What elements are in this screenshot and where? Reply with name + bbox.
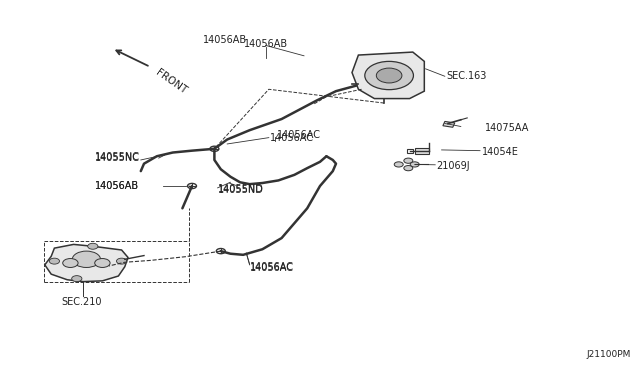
Circle shape	[72, 251, 100, 267]
Polygon shape	[352, 52, 424, 99]
Text: 14056AB: 14056AB	[95, 181, 139, 191]
Text: SEC.210: SEC.210	[61, 297, 102, 307]
Text: 14055NC: 14055NC	[95, 154, 140, 163]
Text: 14056AC: 14056AC	[270, 133, 314, 142]
Text: 14055ND: 14055ND	[218, 184, 264, 193]
Text: 14056AB: 14056AB	[244, 39, 287, 49]
Text: 21069J: 21069J	[436, 161, 470, 171]
Text: FRONT: FRONT	[154, 68, 188, 96]
Text: 14075AA: 14075AA	[485, 123, 529, 132]
Bar	[415, 148, 429, 154]
Circle shape	[404, 166, 413, 171]
Circle shape	[72, 276, 82, 282]
Text: 14056AB: 14056AB	[95, 181, 139, 191]
Polygon shape	[45, 244, 128, 282]
Circle shape	[63, 259, 78, 267]
Circle shape	[376, 68, 402, 83]
Circle shape	[116, 258, 127, 264]
Circle shape	[365, 61, 413, 90]
Text: SEC.163: SEC.163	[446, 71, 486, 81]
Text: 14056AC: 14056AC	[250, 262, 294, 272]
Bar	[407, 149, 413, 153]
Text: 14054E: 14054E	[482, 147, 519, 157]
Circle shape	[410, 162, 419, 167]
Text: 14056AC: 14056AC	[276, 130, 321, 140]
Circle shape	[88, 243, 98, 249]
Circle shape	[404, 158, 413, 163]
Circle shape	[394, 162, 403, 167]
Circle shape	[49, 258, 60, 264]
Circle shape	[95, 259, 110, 267]
Text: J21100PM: J21100PM	[586, 350, 630, 359]
Text: 14055NC: 14055NC	[95, 152, 140, 162]
Text: 14056AC: 14056AC	[250, 263, 294, 273]
Bar	[443, 121, 455, 127]
Text: 14056AB: 14056AB	[204, 35, 247, 45]
Text: 14055ND: 14055ND	[218, 186, 264, 195]
